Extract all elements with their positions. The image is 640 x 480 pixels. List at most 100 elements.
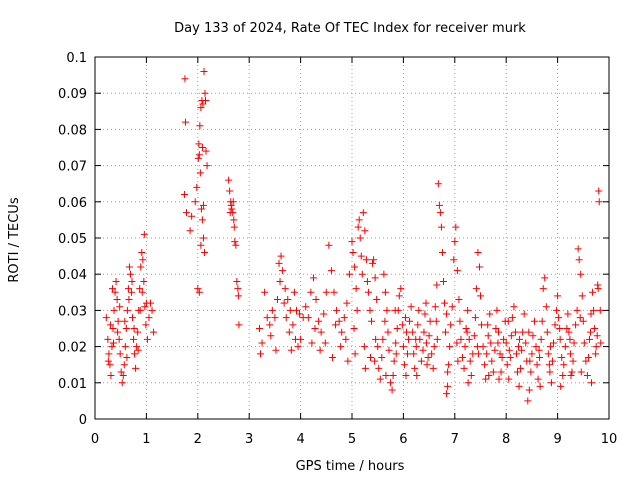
data-point: [494, 339, 502, 347]
data-point: [280, 299, 288, 307]
data-point: [528, 350, 536, 358]
data-point: [234, 285, 242, 293]
data-point: [515, 343, 523, 351]
data-point: [419, 346, 427, 354]
data-point: [353, 306, 361, 314]
data-point: [181, 118, 189, 126]
x-tick-label: 0: [91, 432, 99, 447]
data-point: [407, 303, 415, 311]
data-point: [294, 343, 302, 351]
data-point: [129, 314, 137, 322]
data-point: [539, 285, 547, 293]
data-point: [304, 314, 312, 322]
data-point: [130, 335, 138, 343]
data-point: [277, 252, 285, 260]
data-point: [107, 372, 115, 380]
data-point: [233, 277, 241, 285]
data-point: [180, 191, 188, 199]
data-point: [106, 361, 114, 369]
data-point: [123, 306, 131, 314]
data-point: [516, 335, 524, 343]
data-point: [444, 368, 452, 376]
data-point: [384, 328, 392, 336]
data-point: [566, 335, 574, 343]
data-point: [457, 335, 465, 343]
x-axis-label: GPS time / hours: [296, 459, 405, 474]
data-point: [225, 176, 233, 184]
data-point: [354, 223, 362, 231]
data-point: [504, 317, 512, 325]
data-point: [136, 306, 144, 314]
data-point: [352, 285, 360, 293]
data-point: [546, 343, 554, 351]
data-point: [119, 372, 127, 380]
y-tick-label: 0.04: [58, 268, 87, 283]
data-point: [586, 328, 594, 336]
data-point: [316, 346, 324, 354]
y-tick-label: 0.03: [58, 304, 87, 319]
data-point: [438, 248, 446, 256]
data-point: [446, 343, 454, 351]
data-point: [111, 288, 119, 296]
data-point: [536, 353, 544, 361]
data-point: [473, 343, 481, 351]
data-point: [317, 328, 325, 336]
data-point: [587, 310, 595, 318]
data-point: [125, 296, 133, 304]
data-point: [388, 386, 396, 394]
data-point: [311, 325, 319, 332]
data-point: [358, 270, 366, 278]
data-point: [412, 335, 420, 343]
data-point: [542, 303, 550, 311]
data-point: [230, 216, 238, 224]
data-point: [348, 238, 356, 246]
data-point: [582, 357, 590, 365]
data-point: [362, 256, 370, 264]
data-point: [451, 238, 459, 246]
data-point: [526, 357, 534, 365]
data-point: [579, 317, 587, 325]
data-point: [507, 332, 515, 340]
data-point: [390, 357, 398, 365]
data-point: [444, 382, 452, 390]
data-point: [424, 353, 432, 361]
data-point: [338, 328, 346, 336]
data-point: [121, 343, 129, 351]
data-point: [502, 339, 510, 347]
data-point: [409, 328, 417, 336]
data-point: [412, 343, 420, 351]
data-point: [118, 379, 126, 387]
data-point: [150, 328, 158, 336]
data-point: [117, 368, 125, 376]
data-point: [402, 328, 410, 336]
data-point: [371, 274, 379, 282]
data-point: [488, 357, 496, 365]
data-point: [483, 350, 491, 358]
plot-frame: [94, 56, 610, 420]
data-point: [492, 325, 500, 332]
data-point: [595, 187, 603, 195]
data-point: [235, 321, 243, 329]
data-point: [434, 180, 442, 188]
data-point: [343, 299, 351, 307]
data-point: [195, 151, 203, 159]
data-point: [142, 321, 150, 329]
data-point: [335, 317, 343, 325]
data-point: [545, 361, 553, 369]
data-point: [234, 292, 242, 300]
data-point: [181, 75, 189, 83]
data-point: [361, 227, 369, 235]
data-point: [197, 104, 205, 112]
data-point: [108, 343, 116, 351]
data-point: [116, 303, 124, 311]
data-point: [200, 248, 208, 256]
data-point: [195, 140, 203, 148]
data-point: [522, 339, 530, 347]
data-point: [199, 201, 207, 209]
data-point: [109, 325, 117, 332]
data-point: [392, 339, 400, 347]
data-point: [445, 361, 453, 369]
data-point: [284, 296, 292, 304]
data-point: [357, 252, 365, 260]
data-point: [197, 205, 205, 213]
